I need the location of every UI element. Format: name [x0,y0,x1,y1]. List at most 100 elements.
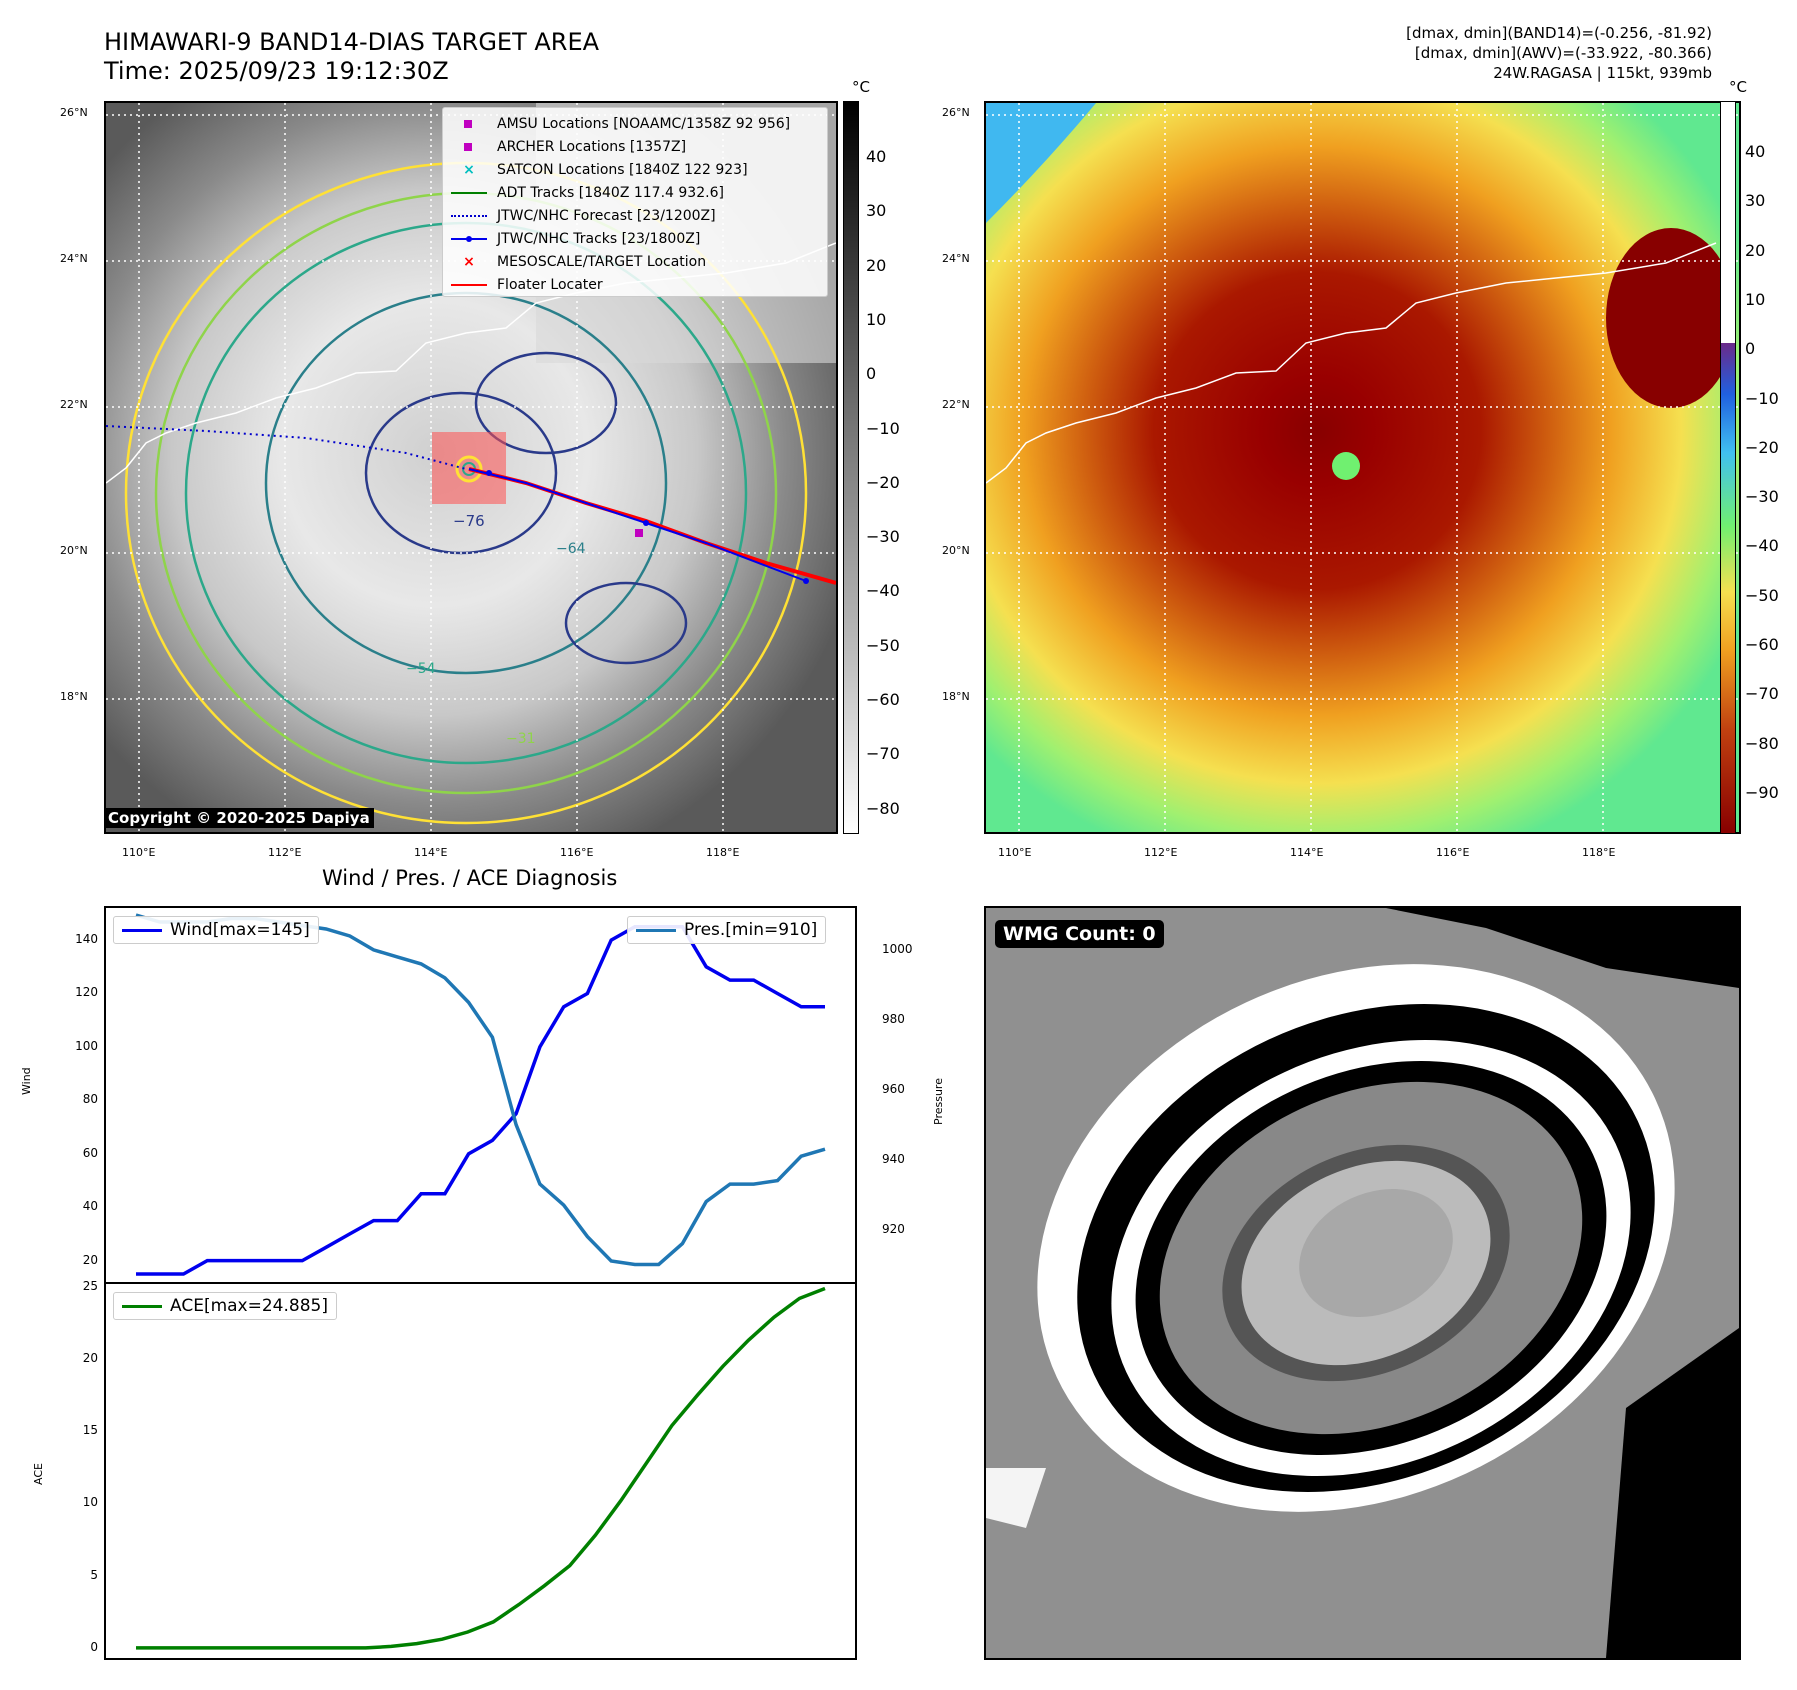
lat-label: 20°N [60,544,88,557]
wmg-panel [984,906,1741,1660]
pressure-legend: Pres.[min=910] [627,916,827,944]
stats-awv: [dmax, dmin](AWV)=(-33.922, -80.366) [1414,44,1712,62]
right-colorbar [1720,101,1736,834]
lat-label: 18°N [60,690,88,703]
colorbar-tick: −10 [866,418,900,438]
lat-label: 20°N [942,544,970,557]
axis-tick-label: 25 [82,1278,98,1293]
lon-label: 118°E [706,846,740,859]
legend-item: ADT Tracks [1840Z 117.4 932.6] [451,181,819,204]
colorbar-tick: −40 [866,581,900,601]
svg-text:−64: −64 [556,541,586,557]
stats-band14: [dmax, dmin](BAND14)=(-0.256, -81.92) [1406,24,1712,42]
colorbar-tick: −80 [1745,733,1779,753]
right-color-map [984,101,1741,834]
timestamp: Time: 2025/09/23 19:12:30Z [104,57,449,85]
colorbar-tick: 0 [1745,339,1756,359]
axis-tick-label: 980 [882,1011,905,1026]
legend-item: JTWC/NHC Forecast [23/1200Z] [451,204,819,227]
colorbar-tick: 10 [866,309,887,329]
colorbar-tick: −90 [1745,782,1779,802]
lon-label: 116°E [560,846,594,859]
colorbar-tick: −50 [1745,585,1779,605]
colorbar-tick: 30 [1745,191,1766,211]
storm-info: 24W.RAGASA | 115kt, 939mb [1493,64,1712,82]
copyright-label: Copyright © 2020-2025 Dapiya [104,808,374,828]
chart-title: Wind / Pres. / ACE Diagnosis [322,866,618,890]
left-map-legend: AMSU Locations [NOAAMC/1358Z 92 956] ARC… [442,107,828,297]
axis-tick-label: 20 [82,1252,98,1267]
wind-pres-plot [135,913,826,1276]
axis-tick-label: 40 [82,1199,98,1214]
lon-label: 110°E [122,846,156,859]
ace-legend: ACE[max=24.885] [113,1292,337,1320]
y-axis-label-wind: Wind [20,1067,33,1095]
lon-label: 112°E [268,846,302,859]
wmg-image [986,908,1739,1658]
axis-tick-label: 940 [882,1151,905,1166]
ace-series-line [136,1286,826,1650]
colorbar-tick: −70 [866,744,900,764]
left-colorbar [843,101,859,834]
lon-label: 114°E [414,846,448,859]
colorbar-unit: °C [1729,78,1747,96]
axis-tick-label: 120 [75,985,98,1000]
legend-item: × MESOSCALE/TARGET Location [463,253,707,270]
colorbar-tick: 10 [1745,289,1766,309]
colorbar-tick: −20 [1745,437,1779,457]
colorbar-tick: −30 [1745,487,1779,507]
colorbar-tick: −60 [1745,635,1779,654]
svg-text:−54: −54 [406,661,436,677]
lon-label: 110°E [998,846,1032,859]
colorbar-tick: 20 [1745,240,1766,260]
axis-tick-label: 5 [90,1567,98,1582]
legend-item: AMSU Locations [NOAAMC/1358Z 92 956] [451,112,819,135]
wind-legend: Wind[max=145] [113,916,319,944]
pressure-series-line [135,913,826,1267]
right-map-image [986,103,1739,832]
lon-label: 112°E [1144,846,1178,859]
axis-tick-label: 1000 [882,941,913,956]
floater-box [432,432,506,504]
legend-item: JTWC/NHC Tracks [23/1800Z] [451,227,819,250]
colorbar-tick: −30 [866,527,900,547]
legend-item: ARCHER Locations [1357Z] [451,135,819,158]
colorbar-tick: −70 [1745,684,1779,704]
svg-text:−76: −76 [453,512,485,530]
legend-item: × SATCON Locations [1840Z 122 923] [463,161,748,178]
legend-item: Floater Locater [451,273,819,296]
axis-tick-label: 140 [75,932,98,947]
lat-label: 22°N [60,398,88,411]
colorbar-tick: 40 [1745,142,1766,161]
axis-tick-label: 10 [82,1495,98,1510]
lon-label: 118°E [1582,846,1616,859]
lat-label: 24°N [942,252,970,265]
colorbar-tick: −80 [866,798,900,818]
axis-tick-label: 920 [882,1221,905,1236]
colorbar-tick: 0 [866,364,877,384]
colorbar-tick: −40 [1745,536,1779,556]
wmg-count-badge: WMG Count: 0 [995,920,1164,948]
colorbar-tick: −60 [866,690,900,709]
axis-tick-label: 0 [90,1639,98,1654]
y-axis-label-ace: ACE [32,1463,45,1485]
axis-tick-label: 960 [882,1081,905,1096]
ace-plot [136,1286,826,1650]
axis-tick-label: 100 [75,1038,98,1053]
svg-text:−31: −31 [506,731,536,747]
colorbar-tick: −50 [866,635,900,655]
lat-label: 24°N [60,252,88,265]
lat-label: 22°N [942,398,970,411]
axis-tick-label: 15 [82,1423,98,1438]
ace-chart [104,1282,857,1660]
axis-tick-label: 60 [82,1145,98,1160]
axis-tick-label: 80 [82,1092,98,1107]
wind-series-line [136,924,825,1276]
colorbar-tick: 20 [866,255,887,275]
lat-label: 18°N [942,690,970,703]
colorbar-tick: 40 [866,147,887,166]
lat-label: 26°N [60,106,88,119]
colorbar-tick: −20 [866,472,900,492]
colorbar-tick: −10 [1745,388,1779,408]
colorbar-tick: 30 [866,201,887,221]
